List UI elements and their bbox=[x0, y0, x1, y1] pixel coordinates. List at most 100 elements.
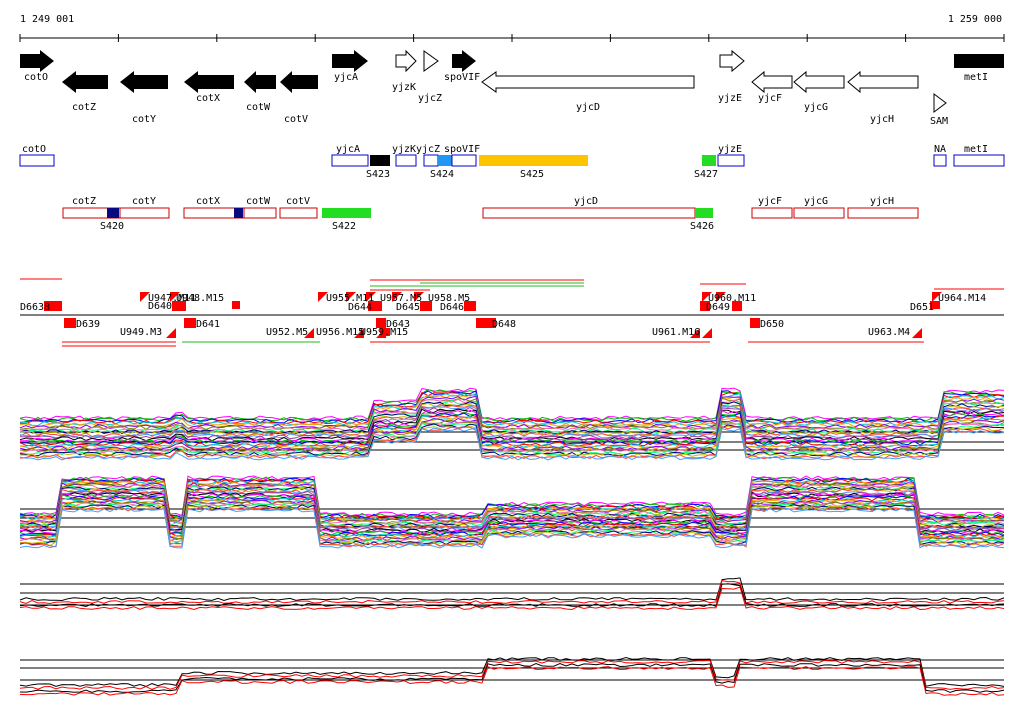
feature-start-marker bbox=[140, 292, 150, 302]
operon-box[interactable] bbox=[279, 207, 318, 219]
operon-label: cotV bbox=[286, 196, 310, 207]
gene-label: yjcF bbox=[758, 93, 782, 104]
gene-arrow-cotw[interactable] bbox=[244, 71, 276, 93]
gene-arrow-yjzk[interactable] bbox=[395, 49, 417, 73]
operon-label: metI bbox=[964, 144, 988, 155]
operon-label: cotZ bbox=[72, 196, 96, 207]
feature-label: D648 bbox=[492, 319, 516, 330]
gene-arrow-meti[interactable] bbox=[954, 54, 1004, 68]
expression-line bbox=[19, 412, 1005, 446]
operon-label: yjcG bbox=[804, 196, 828, 207]
feature-label: U958.M5 bbox=[428, 293, 470, 304]
feature-label: D641 bbox=[196, 319, 220, 330]
operon-label: yjzK bbox=[392, 144, 416, 155]
feature-label: D650 bbox=[760, 319, 784, 330]
feature-label: D644 bbox=[348, 302, 372, 313]
operon-label: yjcD bbox=[574, 196, 598, 207]
operon-box[interactable] bbox=[793, 207, 845, 219]
segment-block[interactable] bbox=[702, 155, 716, 166]
expression-line bbox=[19, 662, 1005, 693]
feature-label: U960.M11 bbox=[708, 293, 756, 304]
operon-track-reverse: cotZ cotY S420 cotX cotW cotV S422 yjcD … bbox=[62, 196, 919, 232]
feature-start-marker bbox=[702, 292, 712, 302]
gene-arrow-sam[interactable] bbox=[933, 93, 947, 113]
feature-label: U952.M5 bbox=[266, 327, 308, 338]
expression-line bbox=[19, 425, 1005, 460]
segment-label: S420 bbox=[100, 221, 124, 232]
expression-line bbox=[19, 659, 1005, 690]
segment-block[interactable] bbox=[107, 208, 119, 218]
expression-line bbox=[19, 586, 1005, 611]
feature-label: D645 bbox=[396, 302, 420, 313]
segment-block[interactable] bbox=[322, 208, 371, 218]
gene-arrow-cotv[interactable] bbox=[280, 71, 318, 93]
gene-arrow-coty[interactable] bbox=[120, 71, 168, 93]
feature-block bbox=[750, 318, 760, 328]
segment-label: S424 bbox=[430, 169, 454, 180]
operon-label: cotW bbox=[246, 196, 271, 207]
gene-arrow-cotx[interactable] bbox=[184, 71, 234, 93]
segment-block[interactable] bbox=[370, 155, 390, 166]
expression-track-1 bbox=[19, 387, 1005, 461]
feature-label: D640 bbox=[148, 301, 172, 312]
feature-label: U961.M16 bbox=[652, 327, 700, 338]
feature-label: D649 bbox=[706, 302, 730, 313]
gene-arrow-yjca[interactable] bbox=[332, 50, 368, 72]
gene-arrow-yjcd[interactable] bbox=[481, 71, 695, 93]
expression-line bbox=[19, 399, 1005, 434]
gene-arrow-yjze[interactable] bbox=[719, 49, 745, 73]
coord-start: 1 249 001 bbox=[20, 14, 74, 25]
operon-box[interactable] bbox=[183, 207, 277, 219]
gene-arrow-yjcg[interactable] bbox=[793, 70, 845, 94]
expression-line bbox=[19, 390, 1005, 424]
gene-label: yjcH bbox=[870, 114, 894, 125]
gene-label: metI bbox=[964, 72, 988, 83]
operon-box[interactable] bbox=[847, 207, 919, 219]
operon-box[interactable] bbox=[933, 154, 947, 167]
operon-box[interactable] bbox=[451, 154, 477, 167]
feature-start-marker bbox=[170, 292, 180, 302]
operon-box[interactable] bbox=[423, 154, 439, 167]
segment-block[interactable] bbox=[234, 208, 243, 218]
operon-label: yjcF bbox=[758, 196, 782, 207]
operon-box[interactable] bbox=[395, 154, 417, 167]
expression-line bbox=[19, 666, 1005, 696]
segment-label: S426 bbox=[690, 221, 714, 232]
operon-label: yjcZ bbox=[416, 144, 440, 155]
feature-start-marker bbox=[414, 292, 424, 302]
feature-label: U963.M4 bbox=[868, 327, 910, 338]
operon-track-forward: cotO yjcA S423 yjzK yjcZ S424 spoVIF S42… bbox=[19, 144, 1005, 180]
operon-box[interactable] bbox=[717, 154, 745, 167]
gene-arrow-spovif[interactable] bbox=[452, 50, 476, 72]
segment-block[interactable] bbox=[479, 155, 588, 166]
expression-line bbox=[19, 387, 1005, 421]
feature-end-marker bbox=[702, 328, 712, 338]
segment-block[interactable] bbox=[438, 155, 452, 166]
operon-box[interactable] bbox=[482, 207, 696, 219]
operon-box[interactable] bbox=[953, 154, 1005, 167]
feature-block bbox=[420, 301, 432, 311]
feature-block bbox=[44, 301, 62, 311]
gene-label: cotZ bbox=[72, 102, 96, 113]
gene-arrow-coto[interactable] bbox=[20, 50, 54, 72]
feature-label: U959.M15 bbox=[360, 327, 408, 338]
gene-arrow-yjcz[interactable] bbox=[423, 50, 439, 72]
gene-arrow-cotz[interactable] bbox=[62, 71, 108, 93]
segment-label: S422 bbox=[332, 221, 356, 232]
operon-label: yjcH bbox=[870, 196, 894, 207]
feature-label: D646 bbox=[440, 302, 464, 313]
operon-box[interactable] bbox=[19, 154, 55, 167]
coord-end: 1 259 000 bbox=[948, 14, 1002, 25]
expression-line bbox=[19, 402, 1005, 436]
gene-label: yjcZ bbox=[418, 93, 442, 104]
operon-box[interactable] bbox=[331, 154, 369, 167]
operon-box[interactable] bbox=[751, 207, 793, 219]
segment-block[interactable] bbox=[695, 208, 713, 218]
expression-line bbox=[19, 397, 1005, 431]
gene-arrow-yjch[interactable] bbox=[847, 70, 919, 94]
expression-line bbox=[19, 580, 1005, 605]
gene-label: yjzK bbox=[392, 82, 416, 93]
feature-track: D6638 U947.M11 D640 U948.M15 U955.M11 D6… bbox=[20, 278, 1004, 347]
gene-arrow-yjcf[interactable] bbox=[751, 70, 793, 94]
